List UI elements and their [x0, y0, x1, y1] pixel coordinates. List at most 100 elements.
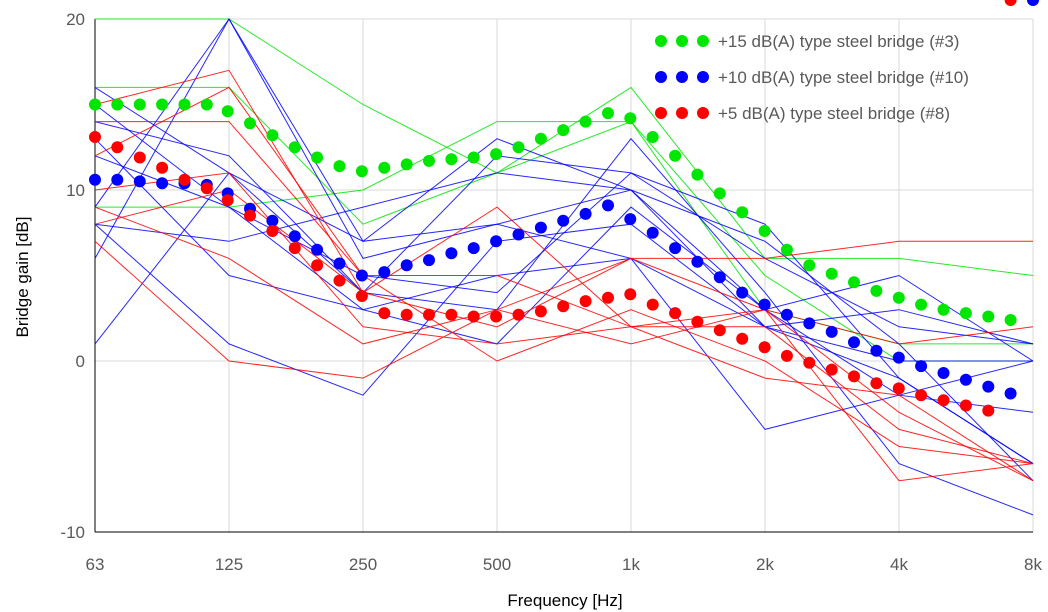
- dotted-series-1-point: [400, 158, 413, 171]
- bridge-line-6: [94, 18, 1034, 345]
- legend: +15 dB(A) type steel bridge (#3) +10 dB(A…: [655, 32, 969, 123]
- y-tick-label: 10: [66, 181, 85, 200]
- dotted-series-3-point: [311, 259, 324, 272]
- dotted-series-2-point: [378, 266, 391, 279]
- dotted-series-1-point: [378, 161, 391, 174]
- x-tick-labels: 63 125 250 500 1k 2k 4k 8k: [86, 555, 1043, 574]
- dotted-series-3-point: [200, 182, 213, 195]
- dotted-series-2-point: [602, 199, 614, 212]
- legend-marker: [676, 35, 688, 47]
- dotted-series-1-point: [333, 160, 346, 173]
- legend-marker: [655, 35, 667, 47]
- average-dotted-series: [89, 0, 1039, 417]
- dotted-series-2-point: [803, 317, 816, 330]
- legend-marker: [697, 35, 709, 47]
- dotted-series-2-point: [892, 351, 905, 364]
- legend-marker: [655, 107, 667, 119]
- dotted-series-1-point: [221, 105, 234, 118]
- dotted-series-1-point: [266, 129, 279, 142]
- dotted-series-1-point: [646, 131, 659, 143]
- dotted-series-3-point: [378, 307, 391, 320]
- dotted-series-1-point: [736, 206, 749, 219]
- dotted-series-1-point: [780, 243, 793, 256]
- dotted-series-1-point: [758, 225, 771, 237]
- dotted-series-2-point: [490, 235, 503, 248]
- legend-label: +10 dB(A) type steel bridge (#10): [718, 68, 969, 87]
- dotted-series-2-point: [691, 255, 704, 268]
- dotted-series-2-point: [758, 298, 771, 311]
- legend-label: +15 dB(A) type steel bridge (#3): [718, 32, 959, 51]
- dotted-series-2-point: [1004, 387, 1017, 400]
- legend-entry: +15 dB(A) type steel bridge (#3): [655, 32, 959, 51]
- legend-entry: +10 dB(A) type steel bridge (#10): [655, 68, 969, 87]
- dotted-series-2-point: [937, 367, 950, 379]
- dotted-series-3-point: [445, 308, 458, 321]
- bridge-line-14: [94, 69, 1033, 328]
- bridge-line-19: [94, 206, 1034, 482]
- dotted-series-1-point: [311, 151, 324, 164]
- dotted-series-3-point: [178, 173, 191, 186]
- dotted-series-3-point: [915, 389, 928, 402]
- dotted-series-3-point: [244, 209, 256, 222]
- y-tick-label: 20: [66, 10, 85, 29]
- dotted-series-1-point: [1004, 314, 1017, 326]
- dotted-series-2-point: [333, 257, 346, 270]
- dotted-series-3-point: [355, 290, 368, 302]
- dotted-series-3-point: [156, 161, 169, 174]
- legend-marker: [697, 107, 709, 119]
- x-tick-label: 125: [215, 555, 243, 574]
- dotted-series-1-point: [848, 276, 860, 289]
- dotted-series-2-point: [512, 228, 525, 241]
- dotted-series-2-point: [624, 213, 637, 226]
- dotted-series-3-point: [221, 194, 234, 207]
- legend-marker: [676, 107, 688, 119]
- dotted-series-1-point: [937, 303, 950, 316]
- dotted-series-3-point: [266, 225, 279, 237]
- dotted-series-3-point: [669, 307, 682, 320]
- dotted-series-1-point: [624, 112, 637, 125]
- dotted-series-2-point: [133, 175, 146, 188]
- dotted-series-1-point: [982, 310, 995, 323]
- dotted-series-2-point: [848, 336, 860, 349]
- dotted-series-3-point: [423, 308, 435, 321]
- dotted-series-2-point: [915, 360, 928, 373]
- dotted-series-2-point: [311, 243, 324, 256]
- x-axis-title: Frequency [Hz]: [507, 591, 622, 610]
- dotted-series-2-point: [111, 173, 124, 186]
- dotted-series-2-point: [713, 271, 726, 284]
- dotted-series-1-point: [579, 115, 592, 128]
- dotted-series-1-point: [467, 151, 480, 164]
- dotted-series-1-point: [892, 291, 905, 304]
- dotted-series-1-point: [445, 153, 458, 166]
- dotted-series-2-point: [870, 344, 883, 357]
- dotted-series-2-point: [400, 259, 413, 272]
- dotted-series-3-point: [646, 298, 659, 311]
- x-tick-label: 63: [86, 555, 105, 574]
- dotted-series-2-point: [445, 247, 458, 260]
- dotted-series-1-point: [355, 165, 368, 178]
- dotted-series-1-point: [156, 98, 169, 111]
- y-tick-labels: -10 0 10 20: [60, 10, 85, 542]
- dotted-series-2-point: [288, 230, 301, 243]
- dotted-series-3-point: [512, 308, 525, 321]
- legend-entry: +5 dB(A) type steel bridge (#8): [655, 104, 950, 123]
- dotted-series-1-point: [713, 187, 726, 200]
- dotted-series-2-point: [266, 214, 279, 227]
- dotted-series-2-point: [736, 286, 749, 299]
- dotted-series-2-point: [959, 373, 972, 386]
- dotted-series-3-point: [892, 382, 905, 395]
- legend-marker: [676, 71, 688, 83]
- dotted-series-1-point: [288, 141, 301, 154]
- dotted-series-2-point: [534, 221, 547, 234]
- dotted-series-3-point: [288, 242, 301, 255]
- y-tick-label: 0: [76, 352, 85, 371]
- dotted-series-3-point: [490, 310, 503, 323]
- dotted-series-3-point: [825, 363, 838, 376]
- dotted-series-3-point: [333, 274, 346, 287]
- dotted-series-2-point: [467, 242, 480, 255]
- dotted-series-1-point: [959, 307, 972, 320]
- dotted-series-1-point: [490, 148, 503, 161]
- dotted-series-3-point: [982, 404, 995, 417]
